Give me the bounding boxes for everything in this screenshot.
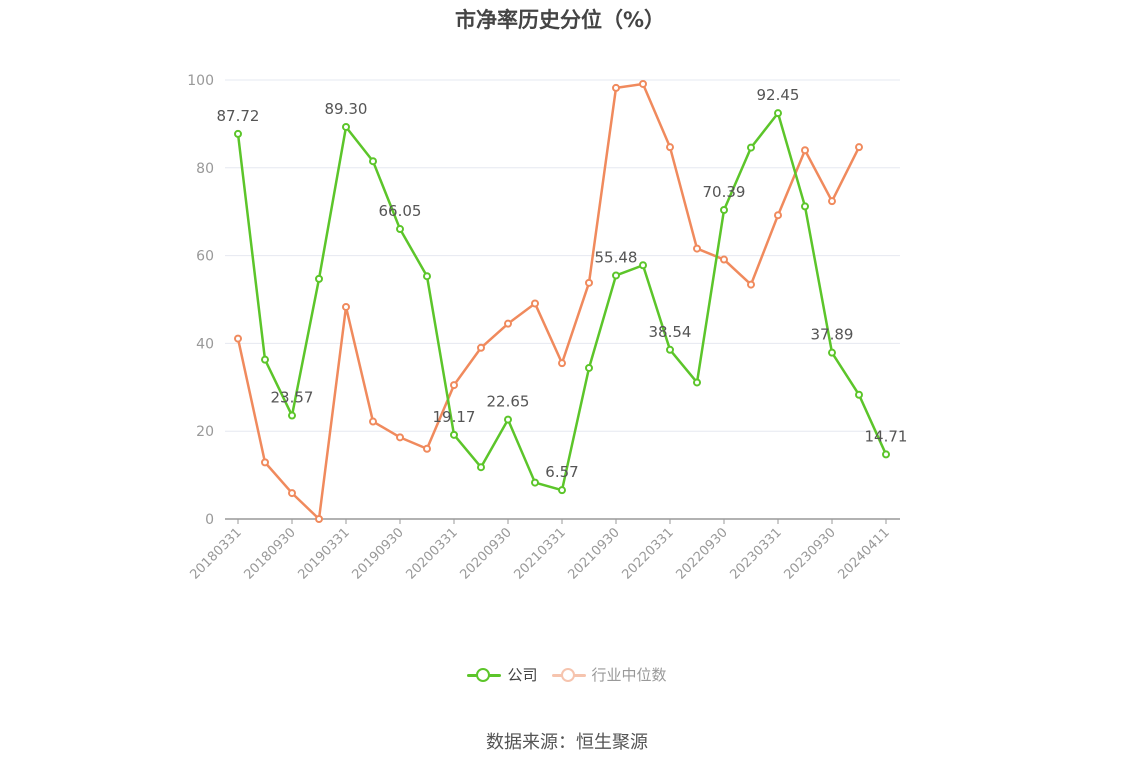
data-point-company [720,205,728,214]
legend-label-industry-median: 行业中位数 [591,666,667,684]
data-point-industry-median [828,197,836,206]
data-point-industry-median [504,319,512,328]
data-label-company: 66.05 [379,202,422,220]
data-point-company [666,345,674,354]
data-point-company [504,415,512,424]
data-point-company [288,411,296,420]
y-tick-label: 20 [196,424,214,440]
legend: 公司 行业中位数 [0,664,1134,685]
data-point-company [477,463,485,472]
legend-item-company[interactable]: 公司 [467,664,538,685]
y-tick-label: 100 [187,73,214,89]
data-label-company: 37.89 [811,326,854,344]
data-labels: 87.72 23.57 89.30 66.05 19.17 22.65 6.57 55.48 3… [217,86,908,481]
y-tick-label: 40 [196,336,214,352]
data-point-industry-median [261,458,269,467]
data-point-company [801,202,809,211]
data-point-company [774,109,782,118]
x-tick-label: 20230930 [781,525,838,582]
data-point-company [450,430,458,439]
x-tick-label: 20230331 [727,525,784,582]
data-point-industry-median [477,343,485,352]
data-label-company: 89.30 [325,100,368,118]
data-point-company [747,143,755,152]
legend-label-company: 公司 [507,666,538,684]
data-point-industry-median [423,444,431,453]
source-note: 数据来源：恒生聚源 [486,732,648,753]
data-point-industry-median [585,278,593,287]
series-lines [234,79,890,523]
data-point-industry-median [558,359,566,368]
y-tick-label: 80 [196,161,214,177]
x-tick-label: 20180331 [187,525,244,582]
data-point-company [342,122,350,131]
y-tick-label: 60 [196,249,214,265]
series-line-industry-median [236,82,861,521]
chart-title: 市净率历史分位（%） [454,8,666,32]
data-point-company [396,225,404,234]
data-point-company [855,390,863,399]
series-line-company [236,111,888,492]
data-point-industry-median [234,334,242,343]
x-tick-label: 20220331 [619,525,676,582]
legend-swatch-industry-median [551,667,586,683]
data-label-company: 6.57 [545,463,578,481]
x-tick-label: 20190930 [349,525,406,582]
data-point-company [585,363,593,372]
x-tick-label: 20190331 [295,525,352,582]
x-tick-label: 20200930 [457,525,514,582]
data-point-industry-median [612,83,620,92]
data-point-industry-median [450,381,458,390]
axes: 0 20 40 60 80 100 2018033120180930201903312019… [187,73,900,583]
x-tick-label: 20240411 [835,525,892,582]
data-label-company: 19.17 [433,408,476,426]
data-label-company: 14.71 [865,427,908,445]
data-point-industry-median [396,433,404,442]
x-tick-label: 20200331 [403,525,460,582]
data-point-company [315,274,323,283]
data-point-company [423,272,431,281]
data-label-company: 92.45 [757,86,800,104]
data-label-company: 22.65 [487,393,530,411]
data-point-industry-median [747,280,755,289]
data-point-industry-median [720,255,728,264]
data-point-industry-median [855,143,863,152]
data-point-industry-median [315,515,323,523]
y-tick-label: 0 [205,512,214,528]
data-point-industry-median [369,417,377,426]
data-point-company [369,157,377,166]
data-point-industry-median [693,244,701,253]
data-label-company: 87.72 [217,107,260,125]
data-point-company [693,378,701,387]
data-point-industry-median [801,146,809,155]
legend-item-industry-median[interactable]: 行业中位数 [551,664,667,685]
grid-lines [225,79,900,432]
data-label-company: 23.57 [271,389,314,407]
data-point-company [234,129,242,138]
data-point-industry-median [666,143,674,152]
data-point-industry-median [342,302,350,311]
data-point-company [639,261,647,270]
data-point-company [882,450,890,459]
data-point-industry-median [774,211,782,220]
x-tick-label: 20180930 [241,525,298,582]
data-point-industry-median [639,79,647,88]
data-label-company: 38.54 [649,323,692,341]
x-tick-label: 20210331 [511,525,568,582]
data-point-company [531,478,539,487]
data-point-company [261,355,269,364]
legend-swatch-company [467,667,502,683]
data-point-industry-median [288,489,296,498]
data-label-company: 70.39 [703,183,746,201]
data-point-company [558,486,566,495]
data-point-industry-median [531,299,539,308]
x-tick-label: 20220930 [673,525,730,582]
data-point-company [828,348,836,357]
data-point-company [612,271,620,280]
x-tick-label: 20210930 [565,525,622,582]
data-label-company: 55.48 [595,248,638,266]
